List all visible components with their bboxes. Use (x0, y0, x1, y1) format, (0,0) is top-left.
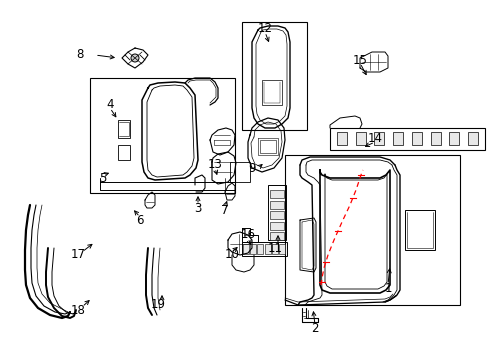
Text: 11: 11 (267, 242, 282, 255)
Bar (279, 244, 285, 254)
Bar (271, 244, 277, 254)
Bar (229, 162, 249, 182)
Bar (264, 244, 270, 254)
Text: 15: 15 (352, 54, 366, 67)
Text: 5: 5 (99, 171, 106, 184)
Text: 4: 4 (106, 99, 114, 112)
Bar (242, 22, 306, 130)
Bar (374, 132, 384, 145)
Bar (404, 210, 434, 250)
Bar (243, 244, 248, 254)
Bar (242, 242, 286, 256)
Text: 17: 17 (70, 248, 85, 261)
Text: 3: 3 (194, 202, 201, 215)
Text: 2: 2 (311, 321, 318, 334)
Bar (250, 244, 256, 254)
Bar (90, 78, 235, 193)
Text: 12: 12 (257, 22, 272, 35)
Bar (329, 128, 484, 150)
Bar (467, 132, 477, 145)
Bar (448, 132, 458, 145)
Text: 10: 10 (224, 248, 239, 261)
Bar (336, 132, 346, 145)
Text: 8: 8 (76, 49, 83, 62)
Text: 6: 6 (136, 213, 143, 226)
Bar (285, 155, 459, 305)
Bar (269, 232, 284, 240)
Circle shape (131, 54, 139, 62)
Bar (118, 145, 130, 160)
Text: 13: 13 (207, 158, 222, 171)
Bar (257, 244, 263, 254)
Text: 1: 1 (384, 282, 391, 294)
Bar (269, 211, 284, 219)
Bar (262, 80, 282, 105)
Text: 9: 9 (248, 162, 255, 175)
Text: 16: 16 (240, 229, 255, 242)
Bar (260, 140, 275, 153)
Bar (269, 190, 284, 198)
Bar (118, 120, 130, 138)
Bar (430, 132, 440, 145)
Bar (392, 132, 402, 145)
Text: 18: 18 (70, 303, 85, 316)
Text: 14: 14 (367, 131, 382, 144)
Bar (355, 132, 365, 145)
Bar (267, 185, 285, 240)
Text: 19: 19 (150, 298, 165, 311)
Bar (269, 201, 284, 208)
Text: 7: 7 (221, 203, 228, 216)
Bar (269, 221, 284, 230)
Bar (411, 132, 421, 145)
